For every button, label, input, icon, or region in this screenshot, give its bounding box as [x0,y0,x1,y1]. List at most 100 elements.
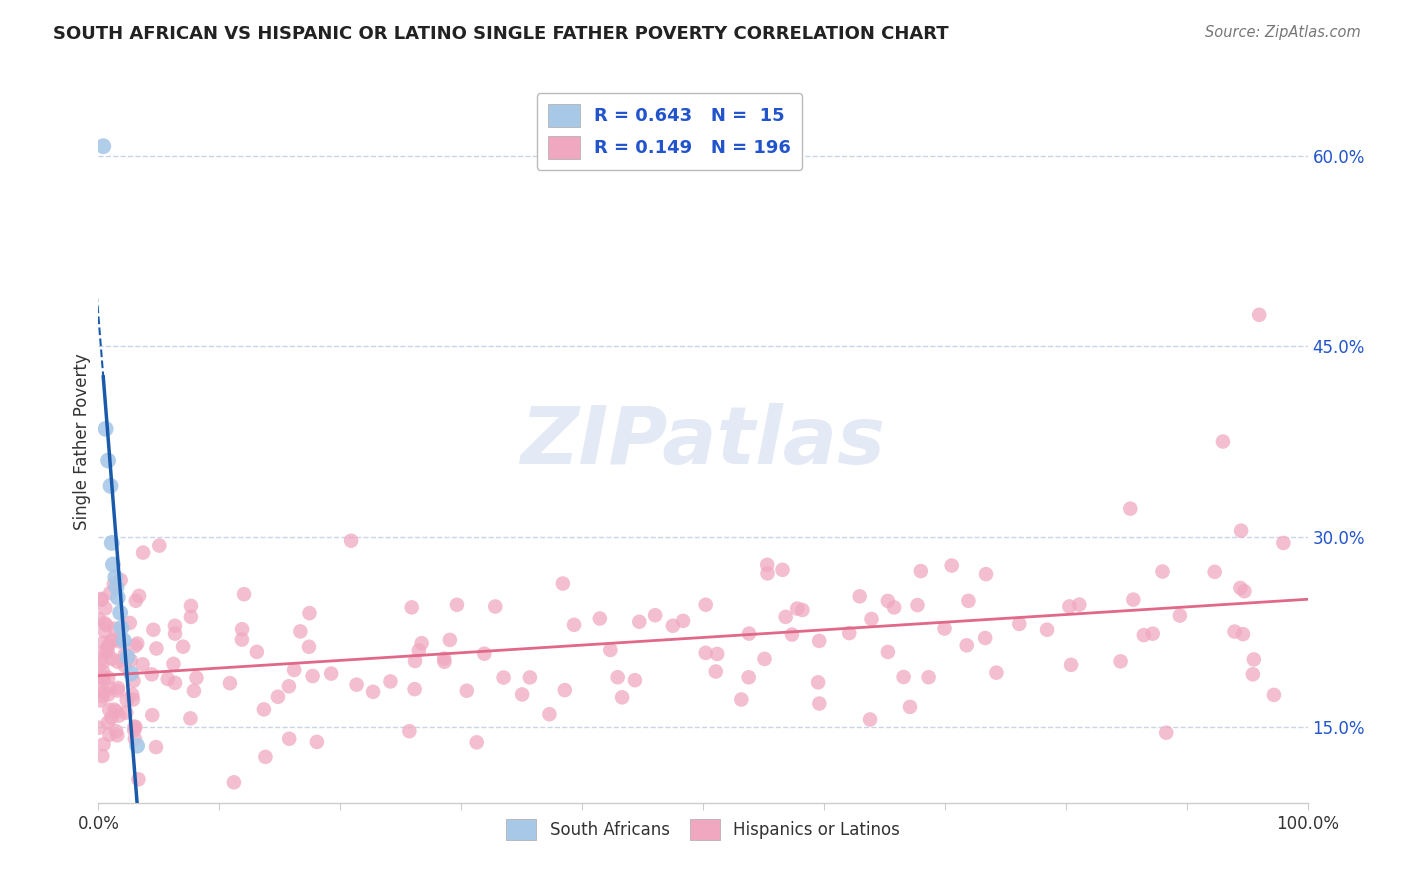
Point [672,614,695,628]
Point [277,679,299,693]
Point [860,612,883,626]
Point [125,594,148,608]
Point [128,589,150,603]
Point [1142,626,1164,640]
Point [115,693,138,707]
Point [792,603,814,617]
Point [610,690,633,705]
Point [910,564,932,578]
Point [934,622,956,636]
Point [1060,657,1083,672]
Point [93,684,115,698]
Point [124,639,146,653]
Point [754,652,776,666]
Point [114,648,136,662]
Point [1119,501,1142,516]
Point [131,657,153,672]
Point [756,558,779,572]
Point [695,598,717,612]
Point [644,608,666,623]
Point [606,670,628,684]
Point [108,606,131,620]
Point [97,639,120,653]
Point [117,650,139,665]
Point [180,610,202,624]
Point [1229,581,1251,595]
Point [122,692,145,706]
Point [105,704,128,718]
Point [93,737,115,751]
Point [808,697,831,711]
Point [772,563,794,577]
Point [148,539,170,553]
Point [456,683,478,698]
Point [179,711,201,725]
Point [538,707,561,722]
Point [283,663,305,677]
Point [1249,308,1271,322]
Point [98,703,121,717]
Point [1243,652,1265,666]
Point [172,640,194,654]
Point [91,749,114,764]
Point [127,772,149,787]
Point [165,676,187,690]
Point [1212,434,1234,449]
Point [974,567,997,582]
Point [98,728,121,742]
Point [807,675,830,690]
Point [91,672,114,686]
Point [104,570,127,584]
Point [624,673,647,688]
Point [105,724,128,739]
Point [180,599,202,613]
Y-axis label: Single Father Poverty: Single Father Poverty [73,353,91,530]
Point [222,775,245,789]
Point [120,653,142,667]
Point [120,666,142,681]
Point [883,600,905,615]
Point [786,601,808,615]
Point [145,740,167,755]
Point [94,645,117,659]
Point [87,721,110,735]
Point [100,634,122,648]
Point [848,590,870,604]
Point [510,688,533,702]
Point [105,580,128,594]
Point [91,139,114,153]
Point [730,692,752,706]
Point [838,626,860,640]
Point [562,617,585,632]
Point [96,618,118,632]
Point [90,591,112,606]
Point [127,636,149,650]
Point [141,667,163,681]
Point [112,633,135,648]
Point [433,655,456,669]
Point [519,670,541,684]
Point [298,606,321,620]
Point [298,640,321,654]
Text: Source: ZipAtlas.com: Source: ZipAtlas.com [1205,25,1361,40]
Point [108,708,131,723]
Point [433,651,456,665]
Point [859,713,882,727]
Point [98,681,121,696]
Point [107,683,129,698]
Point [124,720,146,734]
Point [121,688,143,702]
Point [122,723,145,738]
Point [808,634,831,648]
Point [439,632,461,647]
Point [775,610,797,624]
Point [957,594,980,608]
Point [91,665,114,679]
Point [145,641,167,656]
Point [756,566,779,581]
Point [103,702,125,716]
Point [142,623,165,637]
Point [1241,667,1264,681]
Point [98,586,121,600]
Point [956,638,979,652]
